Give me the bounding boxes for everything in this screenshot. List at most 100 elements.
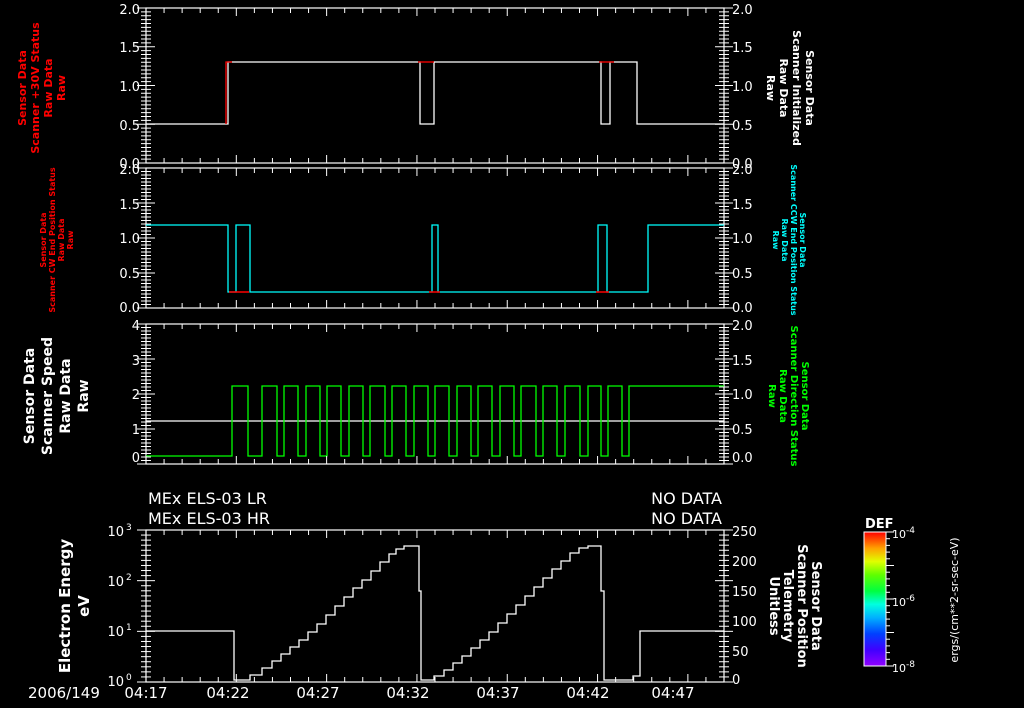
panel-4-left-tick-2-mantissa: 10 (107, 575, 124, 590)
colorbar-tick-0-mantissa: 10 (892, 528, 906, 541)
colorbar-tick-2: 10 -8 (892, 660, 915, 675)
panel-2-left-label-line-2: Raw Data (57, 219, 66, 262)
panel-3-right-label: Sensor Data Scanner Direction Status Raw… (766, 326, 810, 467)
panel-2-left-label-line-0: Sensor Data (39, 212, 48, 267)
panel-1-left-label: Sensor Data Scanner +30V Status Raw Data… (16, 22, 68, 154)
panel-4-left-tick-3-mantissa: 10 (107, 525, 124, 540)
panel-2-frame (145, 167, 725, 309)
panel-3-left-label-line-1: Scanner Speed (40, 337, 56, 455)
panel-4-left-tick-1: 10 1 (107, 623, 131, 640)
panel-2-right-label: Sensor Data Scanner CCW End Position Sta… (771, 164, 807, 315)
panel-3-left-label-line-0: Sensor Data (22, 348, 38, 444)
panel-1-right-tick-2: 1.0 (732, 80, 753, 95)
panel-1-right-label-line-1: Scanner Initialized (790, 30, 803, 146)
panel-1-right-tick-3: 1.5 (732, 41, 753, 56)
panel-1-left-label-line-2: Raw Data (42, 58, 55, 117)
panel-4-right-tick-5: 250 (732, 525, 757, 540)
axis-tickmarks (137, 7, 894, 683)
panel-3-left-tick-3: 3 (132, 354, 140, 369)
panel-3-left-tick-4: 4 (132, 319, 140, 334)
panel-2-left-tick-2: 1.0 (119, 232, 140, 247)
panel-2-left-tick-0: 0.0 (119, 301, 140, 316)
panel-2-left-tick-1: 0.5 (119, 267, 140, 282)
status-line-0-label: MEx ELS-03 LR (148, 489, 267, 508)
panel-2-right-label-line-3: Raw (771, 231, 780, 251)
panel-2-left-label-line-1: Scanner CW End Position Status (48, 167, 57, 313)
panel-3-right-label-line-2: Raw Data (777, 369, 788, 423)
panel-2-group: 2.0 1.5 1.0 0.5 0.0 2.0 1.5 1.0 0.5 0.0 (119, 163, 752, 316)
panel-1-trace-plus30v (225, 61, 232, 124)
time-tick-4: 04:37 (476, 684, 519, 702)
panel-1-left-label-line-3: Raw (55, 75, 68, 101)
panel-2-right-label-line-0: Sensor Data (798, 212, 807, 267)
panel-3-left-tick-1: 1 (132, 423, 140, 438)
time-tick-3: 04:32 (386, 684, 429, 702)
panel-4-right-tick-3: 150 (732, 585, 757, 600)
status-line-0-value: NO DATA (651, 489, 722, 508)
panel-1-trace-initialized (146, 61, 724, 125)
panel-3-right-tick-2: 1.0 (732, 388, 753, 403)
panel-3-right-tick-1: 0.5 (732, 423, 753, 438)
panel-3-right-label-line-0: Sensor Data (799, 362, 810, 431)
time-tick-1: 04:22 (206, 684, 249, 702)
colorbar-tick-0: 10 -4 (892, 526, 915, 541)
panel-3-group: 4 3 2 1 0 2.0 1.5 1.0 0.5 0.0 (132, 319, 753, 466)
panel-2-right-tick-4: 2.0 (732, 163, 753, 178)
panel-3-left-label-line-3: Raw (76, 379, 92, 412)
panel-4-group: 10 3 10 2 10 1 10 0 250 200 150 100 50 0 (107, 523, 756, 690)
panel-3-right-tick-4: 2.0 (732, 319, 753, 334)
panel-3-trace-direction (146, 385, 724, 457)
panel-1-right-label-line-0: Sensor Data (803, 50, 816, 126)
panel-2-left-tick-3: 1.5 (119, 198, 140, 213)
panel-3-right-tick-0: 0.0 (732, 451, 753, 466)
panel-1-group: 2.0 1.5 1.0 0.5 0.0 2.0 1.5 1.0 0.5 0.0 (119, 3, 752, 172)
panel-1-right-tick-4: 2.0 (732, 3, 753, 18)
panel-4-left-label-line-1: eV (75, 595, 93, 617)
time-tick-0: 04:17 (124, 684, 167, 702)
panel-2-left-tick-4: 2.0 (119, 163, 140, 178)
panel-4-right-tick-4: 200 (732, 555, 757, 570)
panel-1-right-tick-1: 0.5 (732, 119, 753, 134)
panel-3-right-tick-3: 1.5 (732, 354, 753, 369)
colorbar-tick-1: 10 -6 (892, 594, 915, 609)
panel-3-left-label-line-2: Raw Data (58, 358, 74, 433)
panel-4-right-label-line-2: Telemetry (780, 570, 795, 643)
panel-4-frame (145, 529, 725, 683)
panel-4-left-label-line-0: Electron Energy (56, 539, 74, 673)
colorbar-gradient (863, 531, 887, 667)
panel-4-left-tick-2: 10 2 (107, 573, 131, 590)
panel-3-right-label-line-1: Scanner Direction Status (788, 326, 799, 467)
status-line-1-label: MEx ELS-03 HR (148, 509, 270, 528)
panel-1-right-label-line-2: Raw Data (777, 58, 790, 117)
panel-3-left-tick-2: 2 (132, 388, 140, 403)
panel-2-left-label: Sensor Data Scanner CW End Position Stat… (39, 167, 75, 313)
colorbar-tick-2-mantissa: 10 (892, 662, 906, 675)
panel-4-right-tick-2: 100 (732, 615, 757, 630)
panel-2-right-tick-3: 1.5 (732, 198, 753, 213)
status-lines-group: MEx ELS-03 LR NO DATA MEx ELS-03 HR NO D… (148, 489, 722, 528)
colorbar-units-label: ergs/(cm**2-sr-sec-eV) (948, 537, 961, 662)
panel-1-left-label-line-0: Sensor Data (16, 50, 29, 126)
colorbar-group: DEF 10 -4 10 -6 10 -8 ergs/(cm**2-sr-sec… (863, 517, 961, 675)
panel-3-left-label: Sensor Data Scanner Speed Raw Data Raw (22, 337, 92, 455)
time-tick-2: 04:27 (296, 684, 339, 702)
panel-4-left-tick-0: 10 0 (107, 673, 132, 690)
panel-4-left-label: Electron Energy eV (56, 539, 93, 673)
panel-1-right-tick-0: 0.0 (732, 157, 753, 172)
time-axis-group: 2006/149 04:17 04:22 04:27 04:32 04:37 0… (28, 684, 695, 702)
panel-4-right-tick-0: 0 (732, 673, 740, 688)
panel-4-left-tick-1-mantissa: 10 (107, 625, 124, 640)
panel-1-left-tick-4: 2.0 (119, 3, 140, 18)
panel-2-trace-ccw (146, 224, 724, 293)
colorbar-tick-2-exp: -8 (906, 660, 915, 670)
panel-3-right-label-line-3: Raw (766, 384, 777, 408)
panel-4-right-label-line-3: Unitless (766, 576, 781, 635)
panel-3-left-tick-0: 0 (132, 451, 140, 466)
panel-4-left-tick-3: 10 3 (107, 523, 131, 540)
panel-1-left-tick-1: 0.5 (119, 119, 140, 134)
panel-1-left-tick-3: 1.5 (119, 41, 140, 56)
status-line-1-value: NO DATA (651, 509, 722, 528)
panel-1-left-label-line-1: Scanner +30V Status (29, 22, 42, 154)
